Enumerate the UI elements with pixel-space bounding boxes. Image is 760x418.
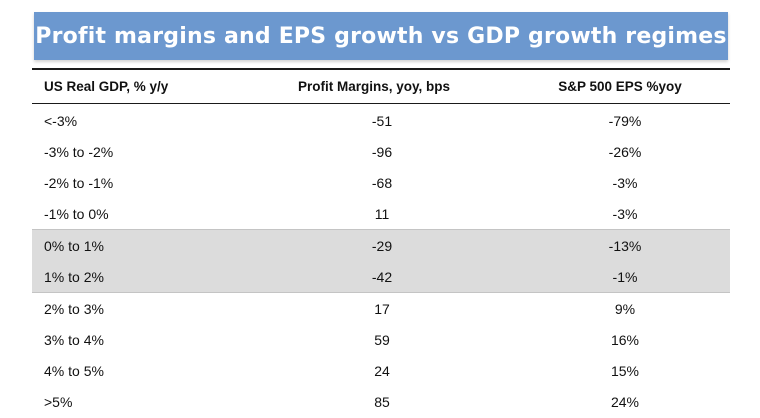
table-row: -1% to 0% 11 -3% (32, 198, 730, 229)
cell-gdp: 0% to 1% (44, 237, 104, 254)
cell-eps: 9% (614, 300, 636, 317)
table-row: 4% to 5% 24 15% (32, 355, 730, 386)
cell-eps: 15% (610, 362, 640, 379)
cell-margin: -68 (371, 174, 393, 191)
cell-margin: -96 (371, 143, 393, 160)
table-row: 2% to 3% 17 9% (32, 293, 730, 324)
table-row: >5% 85 24% (32, 386, 730, 417)
cell-margin: 11 (374, 205, 390, 222)
cell-gdp: -3% to -2% (44, 143, 114, 160)
header-eps: S&P 500 EPS %yoy (558, 79, 682, 94)
cell-gdp: <-3% (44, 112, 78, 129)
table-row-highlighted: 0% to 1% -29 -13% (32, 229, 730, 261)
cell-margin: -42 (371, 268, 393, 285)
cell-margin: -29 (371, 237, 393, 254)
cell-eps: -1% (612, 268, 638, 285)
header-gdp: US Real GDP, % y/y (44, 79, 169, 94)
cell-gdp: 4% to 5% (44, 362, 104, 379)
cell-eps: -3% (612, 205, 638, 222)
table-row: -2% to -1% -68 -3% (32, 167, 730, 198)
cell-margin: 59 (374, 331, 390, 348)
cell-margin: 85 (374, 393, 390, 410)
header-profit-margins: Profit Margins, yoy, bps (297, 79, 451, 94)
table-header-row: US Real GDP, % y/y Profit Margins, yoy, … (32, 68, 730, 104)
title-banner: Profit margins and EPS growth vs GDP gro… (34, 12, 728, 60)
table-row: -3% to -2% -96 -26% (32, 136, 730, 167)
cell-margin: 24 (374, 362, 390, 379)
cell-gdp: -2% to -1% (44, 174, 114, 191)
cell-margin: 17 (374, 300, 390, 317)
cell-eps: -79% (608, 112, 642, 129)
cell-margin: -51 (371, 112, 393, 129)
table-row: <-3% -51 -79% (32, 105, 730, 136)
cell-gdp: 2% to 3% (44, 300, 104, 317)
table-row: 3% to 4% 59 16% (32, 324, 730, 355)
cell-eps: 24% (610, 393, 640, 410)
cell-eps: -13% (608, 237, 642, 254)
cell-gdp: 1% to 2% (44, 268, 104, 285)
cell-eps: -3% (612, 174, 638, 191)
cell-gdp: 3% to 4% (44, 331, 104, 348)
page-title: Profit margins and EPS growth vs GDP gro… (35, 23, 727, 49)
table-row-highlighted: 1% to 2% -42 -1% (32, 261, 730, 293)
data-table: US Real GDP, % y/y Profit Margins, yoy, … (32, 68, 730, 417)
cell-gdp: -1% to 0% (44, 205, 109, 222)
cell-gdp: >5% (44, 393, 73, 410)
cell-eps: 16% (610, 331, 640, 348)
cell-eps: -26% (608, 143, 642, 160)
table-body: <-3% -51 -79% -3% to -2% -96 -26% -2% to… (32, 104, 730, 417)
